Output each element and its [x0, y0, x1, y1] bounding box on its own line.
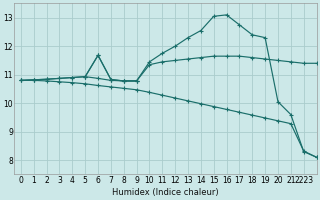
X-axis label: Humidex (Indice chaleur): Humidex (Indice chaleur) — [112, 188, 219, 197]
